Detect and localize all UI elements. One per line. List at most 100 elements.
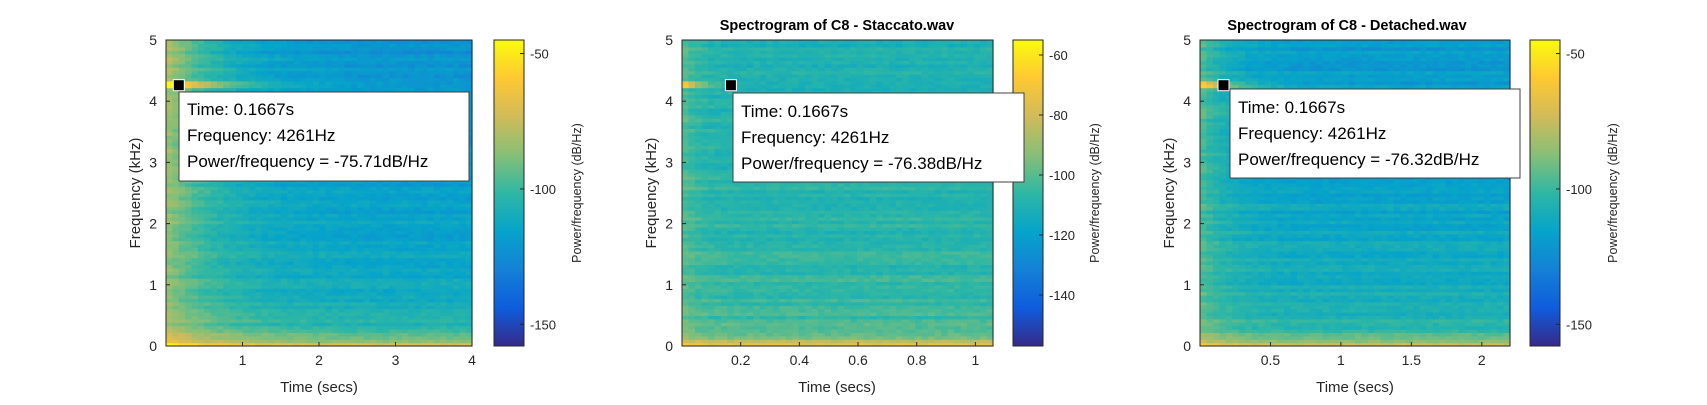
heatmap-cell bbox=[185, 301, 193, 306]
heatmap-cell bbox=[440, 210, 448, 214]
panel-1-datatip-time: Time: 0.1667s bbox=[187, 100, 294, 119]
heatmap-cell bbox=[714, 305, 722, 310]
heatmap-cell bbox=[889, 305, 897, 310]
heatmap-cell bbox=[191, 230, 199, 235]
heatmap-cell bbox=[280, 244, 288, 248]
heatmap-cell bbox=[452, 74, 460, 78]
heatmap-cell bbox=[217, 257, 224, 262]
heatmap-cell bbox=[236, 274, 244, 279]
heatmap-cell bbox=[421, 80, 428, 85]
heatmap-cell bbox=[408, 240, 416, 245]
heatmap-cell bbox=[325, 261, 333, 265]
heatmap-cell bbox=[197, 264, 205, 269]
heatmap-cell bbox=[465, 244, 473, 248]
heatmap-cell bbox=[350, 182, 358, 187]
heatmap-cell bbox=[223, 206, 231, 211]
heatmap-cell bbox=[197, 40, 205, 44]
heatmap-cell bbox=[178, 230, 186, 235]
heatmap-cell bbox=[395, 281, 403, 286]
heatmap-cell bbox=[261, 342, 269, 347]
heatmap-cell bbox=[248, 70, 256, 75]
heatmap-cell bbox=[440, 318, 448, 323]
heatmap-cell bbox=[465, 196, 473, 201]
heatmap-cell bbox=[446, 301, 454, 306]
heatmap-cell bbox=[446, 274, 454, 279]
heatmap-cell bbox=[178, 67, 186, 72]
heatmap-cell bbox=[223, 203, 231, 208]
heatmap-cell bbox=[350, 281, 358, 286]
heatmap-cell bbox=[465, 233, 473, 238]
heatmap-cell bbox=[331, 264, 339, 269]
panel-1-colorbar-label: Power/frequency (dB/Hz) bbox=[570, 123, 584, 263]
heatmap-cell bbox=[204, 291, 212, 296]
heatmap-cell bbox=[312, 257, 320, 262]
heatmap-cell bbox=[268, 342, 275, 347]
heatmap-cell bbox=[204, 63, 212, 68]
heatmap-cell bbox=[312, 264, 320, 269]
heatmap-cell bbox=[325, 80, 333, 85]
heatmap-cell bbox=[255, 220, 263, 225]
heatmap-cell bbox=[433, 335, 441, 340]
heatmap-cell bbox=[382, 305, 390, 310]
heatmap-cell bbox=[459, 247, 467, 252]
heatmap-cell bbox=[682, 305, 690, 310]
heatmap-cell bbox=[172, 74, 180, 78]
heatmap-cell bbox=[287, 284, 295, 289]
heatmap-cell bbox=[389, 74, 397, 78]
heatmap-cell bbox=[306, 227, 314, 231]
heatmap-cell bbox=[357, 74, 365, 78]
heatmap-cell bbox=[837, 339, 845, 344]
heatmap-cell bbox=[908, 322, 916, 327]
heatmap-cell bbox=[274, 40, 282, 44]
heatmap-cell bbox=[287, 250, 295, 255]
heatmap-cell bbox=[185, 281, 193, 286]
heatmap-cell bbox=[433, 278, 441, 282]
heatmap-cell bbox=[376, 199, 384, 204]
heatmap-cell bbox=[217, 339, 224, 344]
heatmap-cell bbox=[338, 60, 346, 65]
heatmap-cell bbox=[204, 182, 212, 187]
heatmap-cell bbox=[928, 305, 936, 310]
heatmap-cell bbox=[344, 295, 352, 299]
heatmap-cell bbox=[421, 250, 428, 255]
heatmap-cell bbox=[166, 111, 173, 116]
heatmap-cell bbox=[172, 152, 180, 157]
heatmap-cell bbox=[185, 284, 193, 289]
heatmap-cell bbox=[370, 230, 377, 235]
heatmap-cell bbox=[248, 237, 256, 242]
heatmap-cell bbox=[229, 216, 237, 221]
heatmap-cell bbox=[465, 329, 473, 333]
heatmap-cell bbox=[363, 206, 371, 211]
heatmap-cell bbox=[242, 325, 250, 330]
heatmap-cell bbox=[178, 63, 186, 68]
heatmap-cell bbox=[446, 288, 454, 293]
heatmap-cell bbox=[242, 233, 250, 238]
heatmap-cell bbox=[363, 233, 371, 238]
heatmap-cell bbox=[197, 203, 205, 208]
heatmap-cell bbox=[248, 274, 256, 279]
panel-1-datatip[interactable]: Time: 0.1667s Frequency: 4261Hz Power/fr… bbox=[178, 91, 470, 182]
heatmap-cell bbox=[363, 244, 371, 248]
heatmap-cell bbox=[312, 227, 320, 231]
heatmap-cell bbox=[433, 291, 441, 296]
heatmap-cell bbox=[414, 291, 422, 296]
heatmap-cell bbox=[172, 135, 180, 140]
heatmap-cell bbox=[210, 250, 218, 255]
heatmap-cell bbox=[280, 230, 288, 235]
heatmap-cell bbox=[459, 182, 467, 187]
heatmap-cell bbox=[376, 227, 384, 231]
heatmap-cell bbox=[325, 267, 333, 272]
heatmap-cell bbox=[389, 318, 397, 323]
heatmap-cell bbox=[261, 271, 269, 276]
heatmap-cell bbox=[446, 281, 454, 286]
heatmap-cell bbox=[172, 182, 180, 187]
heatmap-cell bbox=[172, 254, 180, 259]
heatmap-cell bbox=[325, 70, 333, 75]
heatmap-cell bbox=[414, 213, 422, 218]
panel-1-datatip-marker[interactable] bbox=[172, 79, 185, 92]
heatmap-cell bbox=[414, 203, 422, 208]
heatmap-cell bbox=[306, 84, 314, 89]
heatmap-cell bbox=[363, 254, 371, 259]
heatmap-cell bbox=[319, 40, 326, 44]
heatmap-cell bbox=[433, 206, 441, 211]
